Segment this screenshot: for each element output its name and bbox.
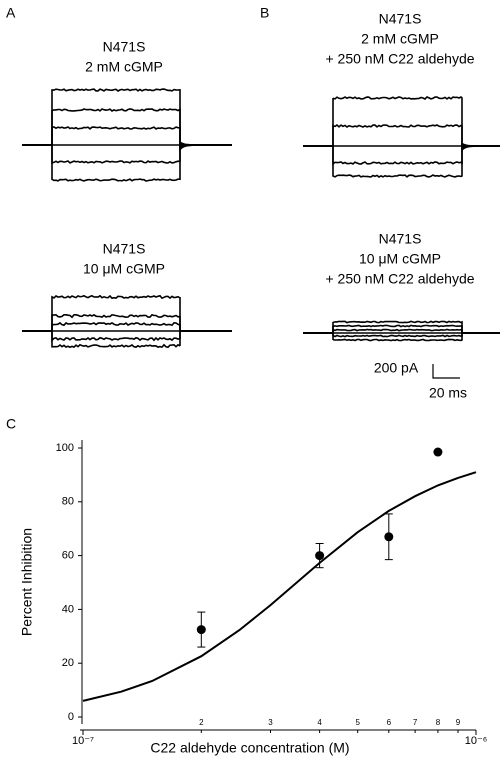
current-trace (22, 313, 232, 332)
current-trace (303, 332, 500, 342)
current-trace (22, 107, 232, 150)
trace-label: N471S (379, 11, 422, 27)
current-trace (303, 324, 500, 334)
current-trace (22, 140, 232, 182)
current-traces (22, 88, 500, 349)
panel-letter: C (6, 416, 16, 432)
current-trace (303, 320, 500, 334)
current-trace (303, 332, 500, 338)
y-tick-label: 80 (62, 496, 74, 508)
x-tick-label: 10⁻⁷ (72, 735, 94, 747)
scale-bar (432, 364, 460, 379)
x-tick-label: 9 (456, 718, 461, 727)
trace-label: + 250 nM C22 aldehyde (325, 51, 474, 67)
y-tick-label: 20 (62, 657, 74, 669)
trace-label: N471S (103, 241, 146, 257)
y-tick-label: 100 (56, 442, 74, 454)
trace-label: 2 mM cGMP (361, 31, 439, 47)
trace-label: + 250 nM C22 aldehyde (325, 271, 474, 287)
x-tick-label: 10⁻⁶ (465, 735, 488, 747)
x-axis-label: C22 aldehyde concentration (M) (150, 740, 349, 756)
trace-label: N471S (379, 231, 422, 247)
data-point (433, 447, 443, 457)
current-trace (22, 294, 232, 332)
scale-label: 200 pA (374, 360, 419, 376)
current-trace (303, 328, 500, 334)
data-point (384, 532, 394, 542)
current-trace (22, 88, 232, 152)
current-trace (303, 142, 500, 178)
data-point (196, 625, 206, 635)
trace-label: 10 μM cGMP (359, 251, 441, 267)
panel-letter: B (260, 5, 269, 21)
fit-curve (82, 471, 477, 702)
current-trace (22, 142, 232, 165)
x-tick-label: 6 (387, 718, 392, 727)
scale-label: 20 ms (429, 385, 467, 401)
current-trace (303, 123, 500, 149)
current-trace (22, 330, 232, 342)
y-axis-label: Percent Inhibition (19, 528, 35, 636)
x-tick-label: 8 (436, 718, 441, 727)
trace-label: 10 μM cGMP (83, 261, 165, 277)
data-point (315, 551, 325, 561)
x-tick-label: 2 (199, 718, 204, 727)
current-trace (303, 96, 500, 152)
x-tick-label: 5 (355, 718, 360, 727)
panel-letter: A (6, 5, 16, 21)
trace-label: 2 mM cGMP (85, 59, 163, 75)
current-trace (22, 330, 232, 349)
x-tick-label: 7 (413, 718, 418, 727)
trace-label: N471S (103, 39, 146, 55)
current-trace (22, 321, 232, 332)
x-tick-label: 4 (317, 718, 322, 727)
y-tick-label: 0 (68, 711, 74, 723)
x-tick-label: 3 (268, 718, 273, 727)
current-trace (22, 126, 232, 148)
y-tick-label: 40 (62, 603, 74, 615)
y-tick-label: 60 (62, 550, 74, 562)
